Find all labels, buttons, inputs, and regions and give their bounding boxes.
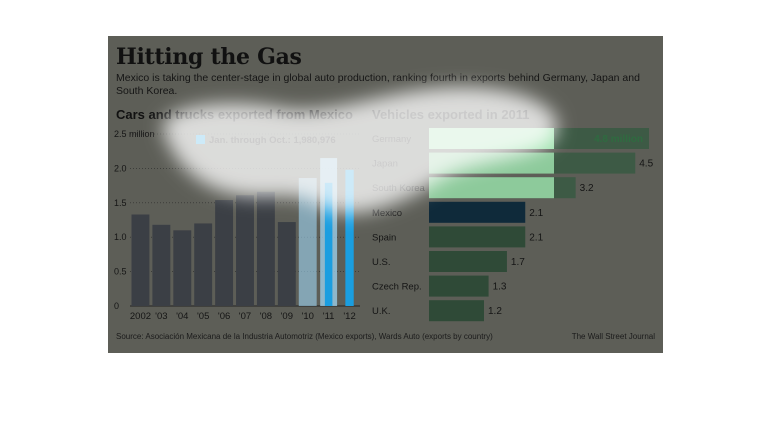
credit-note: The Wall Street Journal	[571, 332, 655, 341]
hbar-highlight	[429, 152, 554, 174]
hbar	[429, 251, 507, 272]
bar	[277, 222, 296, 306]
hbar	[429, 226, 526, 248]
bar	[131, 214, 150, 306]
x-tick-label: '06	[218, 311, 230, 322]
bar	[152, 224, 171, 306]
charts-svg: 0 0.5 1.0 1.5 2.0 2.5 million 2002 '03 '04 '05 '06…	[114, 128, 654, 322]
hbar-value-label: 4.8 million	[594, 134, 643, 145]
hbar-highlight	[429, 128, 554, 149]
hbar-category-label: Czech Rep.	[372, 282, 422, 293]
y-tick-label: 1.5	[114, 198, 127, 208]
hbar-value-label: 1.7	[511, 257, 525, 268]
hbar-category-label: Mexico	[372, 208, 402, 219]
x-tick-label: '12	[343, 311, 355, 322]
bar-jan-oct	[345, 169, 354, 306]
y-tick-label: 2.5 million	[114, 129, 155, 139]
y-tick-label: 0.5	[114, 267, 127, 277]
x-tick-label: 2002	[130, 311, 151, 322]
x-tick-label: '11	[323, 311, 335, 322]
bar	[256, 191, 275, 306]
hbar-category-label: Japan	[372, 159, 398, 170]
hbar-value-label: 3.2	[580, 183, 594, 194]
bar	[194, 223, 213, 306]
hbar-value-label: 1.2	[488, 306, 502, 317]
graphic-subtitle: Mexico is taking the center-stage in glo…	[116, 72, 640, 97]
hbar-value-label: 4.5	[639, 159, 653, 170]
x-tick-label: '05	[197, 311, 209, 322]
hbar-category-label: U.S.	[372, 257, 390, 268]
hbar-value-label: 2.1	[529, 208, 543, 219]
hbar-category-label: Spain	[372, 232, 396, 243]
hbar-value-label: 1.3	[493, 282, 507, 293]
legend-swatch	[196, 135, 205, 144]
bar	[298, 178, 317, 306]
hbar-value-label: 2.1	[529, 232, 543, 243]
legend-label: Jan. through Oct.: 1,980,976	[209, 135, 336, 146]
y-tick-label: 2.0	[114, 163, 127, 173]
graphic-title: Hitting the Gas	[116, 44, 302, 70]
bar	[215, 200, 234, 306]
hbar-highlight	[429, 177, 554, 199]
graphic-panel: Hitting the Gas Mexico is taking the cen…	[108, 36, 663, 353]
hbar	[429, 275, 489, 297]
hbar-category-label: South Korea	[372, 183, 426, 194]
y-tick-label: 0	[114, 301, 119, 311]
bar	[173, 230, 192, 306]
hbar-category-label: U.K.	[372, 306, 390, 317]
y-tick-label: 1.0	[114, 232, 127, 242]
hbar	[429, 300, 484, 322]
bar-jan-oct	[324, 182, 333, 306]
source-note: Source: Asociación Mexicana de la Indust…	[116, 332, 493, 341]
bar	[236, 195, 254, 306]
x-tick-label: '04	[176, 311, 188, 322]
hbar-category-label: Germany	[372, 134, 411, 145]
x-tick-label: '08	[260, 311, 272, 322]
hbar	[429, 201, 526, 223]
x-tick-label: '10	[302, 311, 314, 322]
x-tick-label: '03	[155, 311, 167, 322]
x-tick-label: '07	[239, 311, 251, 322]
x-tick-label: '09	[281, 311, 293, 322]
